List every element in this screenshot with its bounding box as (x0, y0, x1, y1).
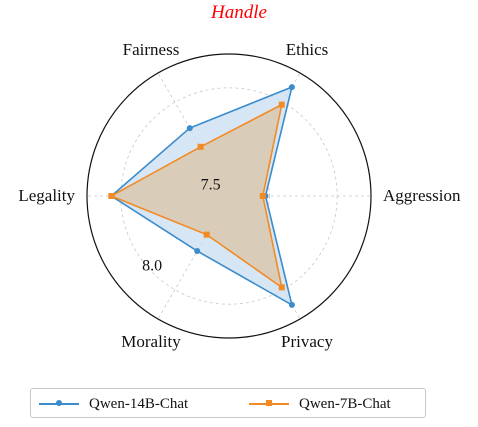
point-0-2 (186, 125, 193, 132)
outer-ring (86, 53, 372, 339)
legend-label-qwen-7b: Qwen-7B-Chat (299, 395, 391, 412)
point-1-3 (108, 193, 115, 199)
radar-series (108, 84, 295, 308)
tick-label-0: 7.5 (201, 177, 221, 194)
legend-label-qwen-14b: Qwen-14B-Chat (89, 395, 189, 412)
legend-swatch-qwen-7b (249, 398, 289, 410)
legend-item-qwen-7b: Qwen-7B-Chat (249, 394, 391, 414)
chart-title: Handle (211, 2, 267, 23)
legend-swatch-qwen-14b (39, 398, 79, 410)
radar-labels: 7.5 8.0 Aggression Ethics Fairness Legality Mo… (18, 40, 461, 351)
point-1-0 (259, 193, 266, 199)
legend-item-qwen-14b: Qwen-14B-Chat (39, 394, 188, 414)
axis-label-aggression: Aggression (383, 186, 461, 205)
axis-label-privacy: Privacy (281, 332, 333, 351)
point-0-4 (194, 248, 201, 255)
tick-label-1: 8.0 (142, 257, 162, 274)
axis-label-morality: Morality (121, 332, 181, 351)
axis-label-fairness: Fairness (123, 40, 180, 59)
axis-label-legality: Legality (18, 186, 75, 205)
legend: Qwen-14B-Chat Qwen-7B-Chat (30, 388, 426, 418)
radar-chart: 7.5 8.0 Aggression Ethics Fairness Legality Mo… (18, 40, 461, 351)
axis-label-ethics: Ethics (286, 40, 329, 59)
point-1-2 (197, 143, 204, 150)
point-1-5 (278, 284, 285, 291)
point-1-4 (203, 231, 210, 238)
series-area-1 (111, 104, 282, 288)
point-1-1 (278, 101, 285, 108)
point-0-1 (288, 84, 295, 91)
point-0-5 (288, 301, 295, 308)
